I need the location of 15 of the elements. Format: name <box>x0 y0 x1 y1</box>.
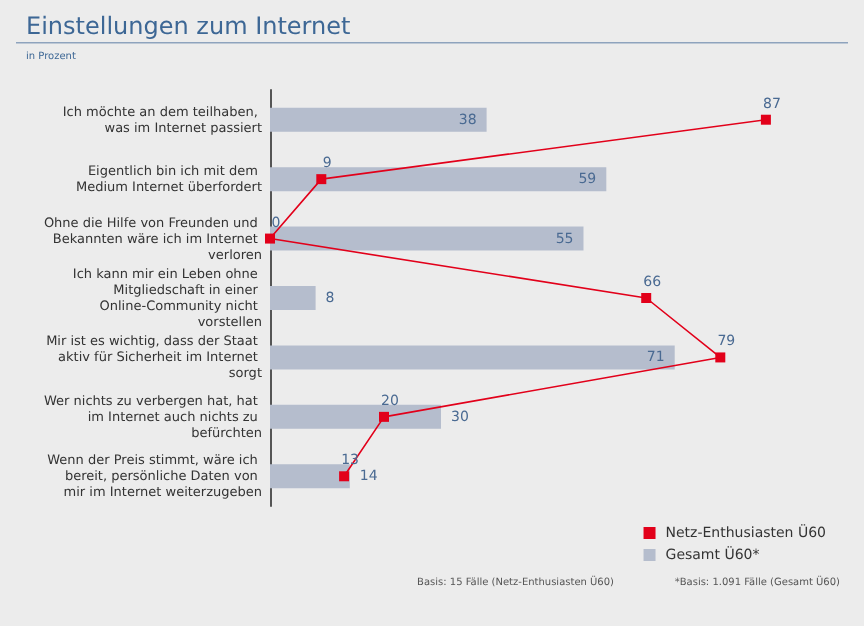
point <box>339 471 350 482</box>
bar <box>270 167 607 192</box>
bar <box>270 286 316 310</box>
point <box>265 233 275 244</box>
point <box>641 293 652 303</box>
bar <box>270 345 675 370</box>
point <box>760 114 771 125</box>
chart-title: Einstellungen zum Internet <box>26 12 352 40</box>
bar <box>270 404 441 429</box>
point <box>316 174 327 185</box>
point <box>379 411 389 422</box>
point <box>715 352 726 363</box>
bar <box>270 226 584 251</box>
bar <box>270 464 350 489</box>
bar <box>270 107 487 132</box>
